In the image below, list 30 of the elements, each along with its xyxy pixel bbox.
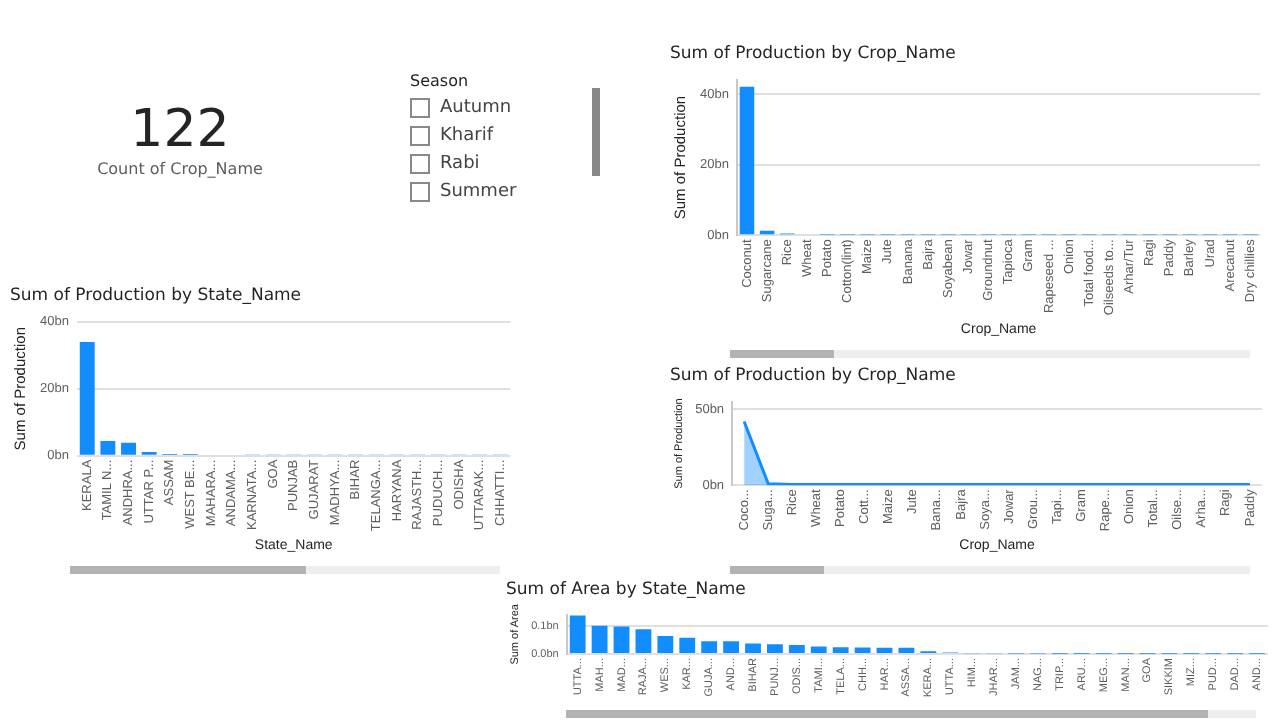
- bar: [832, 647, 849, 653]
- text: 122: [128, 100, 232, 160]
- text: Kharif: [440, 126, 493, 146]
- text: Count of Crop_Name: [95, 160, 265, 178]
- text: Summer: [440, 182, 517, 202]
- text: Season: [410, 72, 471, 90]
- bar: [569, 615, 586, 653]
- bar: [701, 641, 718, 653]
- bar: [657, 635, 674, 653]
- bar: [635, 629, 652, 653]
- bar: [79, 341, 95, 455]
- chart-title: Sum of Production by Crop_Name: [670, 366, 958, 386]
- bar: [723, 641, 739, 653]
- text: Rabi: [440, 154, 480, 174]
- text: Autumn: [440, 98, 512, 118]
- bar: [100, 440, 116, 455]
- bar: [898, 647, 915, 653]
- chart-title: Sum of Production by Crop_Name: [670, 44, 958, 64]
- chart-title: Sum of Production by State_Name: [10, 286, 304, 306]
- bar: [788, 644, 805, 653]
- bar: [739, 86, 755, 235]
- bar: [767, 644, 783, 653]
- chart-title: Sum of Area by State_Name: [506, 580, 748, 600]
- bar: [679, 637, 696, 653]
- bar: [810, 646, 827, 653]
- bar: [121, 442, 136, 455]
- bar: [613, 626, 630, 653]
- bar: [876, 647, 893, 653]
- bar: [745, 643, 761, 653]
- bar: [591, 625, 608, 653]
